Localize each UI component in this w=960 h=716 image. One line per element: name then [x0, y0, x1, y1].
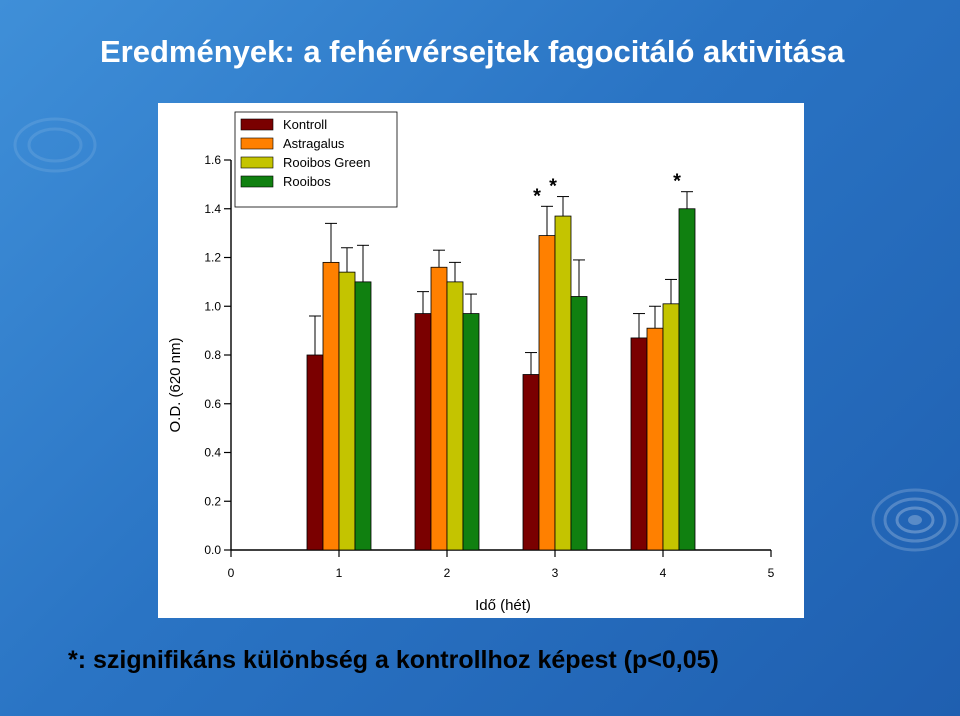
legend-label: Astragalus: [283, 136, 345, 151]
bar: [630, 337, 648, 551]
y-tick-label: 0.8: [204, 348, 221, 362]
bar: [446, 281, 464, 551]
x-tick-label: 3: [552, 566, 559, 580]
y-tick-label: 0.6: [204, 397, 221, 411]
legend-swatch: [240, 137, 274, 150]
legend-swatch: [240, 118, 274, 131]
y-tick-label: 1.2: [204, 251, 221, 265]
bar: [354, 281, 372, 551]
legend-label: Rooibos Green: [283, 155, 370, 170]
x-tick-label: 0: [228, 566, 235, 580]
y-tick-label: 1.4: [204, 202, 221, 216]
x-axis-label: Idő (hét): [475, 597, 531, 614]
bar: [678, 208, 696, 551]
y-tick-label: 0.2: [204, 494, 221, 508]
y-tick-label: 1.6: [204, 153, 221, 167]
significance-marker: *: [673, 171, 681, 193]
x-tick-label: 2: [444, 566, 451, 580]
bar: [522, 374, 540, 551]
bar: [554, 215, 572, 551]
x-tick-label: 4: [660, 566, 667, 580]
x-tick-label: 1: [336, 566, 343, 580]
legend-label: Rooibos: [283, 174, 331, 189]
legend-swatch: [240, 156, 274, 169]
x-tick-label: 5: [768, 566, 775, 580]
bar: [662, 303, 680, 551]
legend-label: Kontroll: [283, 117, 327, 132]
bar: [306, 354, 324, 551]
bar: [646, 327, 664, 551]
bar: [430, 266, 448, 551]
chart-panel: 0.0 0.2 0.4 0.6 0.8 1.0 1.2 1.4 1.6 0 1 2 3 4 5 Idő (hé…: [158, 103, 804, 618]
slide-title: Eredmények: a fehérvérsejtek fagocitáló …: [100, 34, 845, 69]
bar: [322, 261, 340, 551]
y-tick-label: 1.0: [204, 299, 221, 313]
significance-footnote: *: szignifikáns különbség a kontrollhoz …: [68, 646, 719, 674]
bar: [570, 296, 588, 551]
bar: [462, 313, 480, 551]
bar: [414, 313, 432, 551]
legend-swatch: [240, 175, 274, 188]
significance-marker: *: [549, 176, 557, 198]
y-tick-label: 0.4: [204, 446, 221, 460]
significance-marker: *: [533, 185, 541, 207]
y-tick-label: 0.0: [204, 543, 221, 557]
bar: [538, 235, 556, 551]
bar: [338, 271, 356, 551]
bar-chart: 0.0 0.2 0.4 0.6 0.8 1.0 1.2 1.4 1.6 0 1 2 3 4 5 Idő (hé…: [167, 111, 775, 614]
ripple-decoration-icon: [871, 488, 959, 552]
y-axis-label: O.D. (620 nm): [167, 337, 184, 432]
ripple-decoration-icon: [13, 117, 97, 173]
